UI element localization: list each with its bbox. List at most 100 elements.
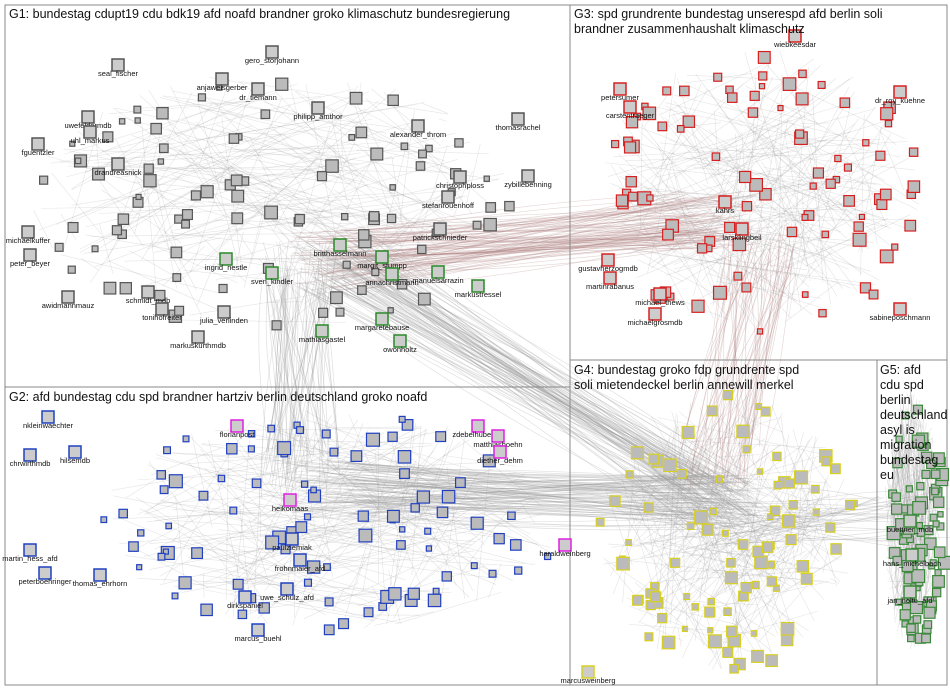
node <box>909 600 924 615</box>
node <box>926 459 936 470</box>
edge <box>312 183 369 212</box>
edge <box>796 224 809 239</box>
edge <box>318 426 419 429</box>
edge <box>889 558 903 575</box>
node <box>723 607 732 616</box>
edge <box>296 243 701 510</box>
edge <box>737 244 788 491</box>
edge <box>129 250 173 276</box>
node <box>610 139 620 149</box>
edge <box>294 285 732 511</box>
node-avatar <box>385 267 399 281</box>
edge <box>326 493 686 517</box>
edge <box>230 551 349 595</box>
edge <box>608 102 849 177</box>
edge <box>326 106 460 176</box>
edge <box>689 270 747 490</box>
edge <box>180 149 225 218</box>
edge <box>336 232 729 489</box>
node <box>264 205 279 220</box>
node <box>370 147 384 161</box>
edge <box>705 497 778 545</box>
edge <box>354 541 415 556</box>
edge <box>270 128 445 216</box>
edge <box>636 399 759 526</box>
edge <box>324 196 725 250</box>
node <box>363 607 374 618</box>
node <box>231 189 245 203</box>
edge <box>621 466 739 516</box>
edge <box>99 223 114 275</box>
edge <box>442 454 517 467</box>
edge <box>801 447 832 489</box>
edge <box>746 495 923 538</box>
edge <box>425 430 457 514</box>
edge <box>360 252 760 491</box>
edge <box>655 448 707 569</box>
edge <box>355 240 752 521</box>
edge <box>667 467 765 656</box>
node <box>931 587 942 598</box>
edge <box>709 550 806 600</box>
edge <box>349 515 736 522</box>
edge <box>640 530 705 559</box>
edge <box>684 518 743 571</box>
node <box>338 618 350 630</box>
edge <box>286 284 294 483</box>
edge <box>889 445 920 479</box>
edge <box>182 216 246 282</box>
edge <box>319 502 719 509</box>
edge <box>713 121 884 176</box>
edge <box>167 212 260 260</box>
edge <box>291 240 718 250</box>
edge <box>286 439 306 595</box>
edge <box>714 514 910 535</box>
edge <box>750 247 771 452</box>
node <box>277 441 292 456</box>
node <box>482 454 496 468</box>
node-avatar <box>68 445 82 459</box>
edge <box>346 478 715 516</box>
edge <box>668 111 686 117</box>
group-title: G2: afd bundestag cdu spd brandner hartz… <box>9 390 428 404</box>
node <box>303 578 313 587</box>
node-label: annachristmann <box>365 278 418 287</box>
edge <box>134 96 321 109</box>
node-label: margaretebause <box>355 323 410 332</box>
node-label: owonholtz <box>383 345 417 354</box>
edge <box>395 592 501 625</box>
edge <box>185 100 499 237</box>
node <box>341 212 349 221</box>
edge <box>224 550 475 583</box>
node <box>722 389 734 401</box>
node <box>648 453 660 465</box>
edge <box>113 190 448 220</box>
edge <box>324 246 727 478</box>
edge <box>644 93 670 127</box>
node <box>859 282 872 294</box>
node <box>157 552 166 561</box>
node <box>625 115 639 129</box>
node <box>416 490 431 504</box>
node-avatar <box>893 85 907 99</box>
edge <box>311 289 324 446</box>
node-avatar <box>471 419 485 433</box>
edge <box>634 83 702 245</box>
edge <box>366 171 400 201</box>
node <box>310 486 317 494</box>
edge <box>666 183 803 215</box>
edge <box>240 429 428 528</box>
node <box>713 72 723 82</box>
edge <box>275 91 407 227</box>
node <box>686 522 695 530</box>
edge <box>370 450 435 519</box>
edge <box>259 485 262 537</box>
node <box>396 540 406 550</box>
edge <box>644 498 705 647</box>
edge <box>691 232 781 473</box>
node <box>623 141 637 154</box>
node <box>796 560 810 573</box>
edge <box>282 260 324 458</box>
edge <box>275 241 328 313</box>
edge <box>707 261 739 488</box>
